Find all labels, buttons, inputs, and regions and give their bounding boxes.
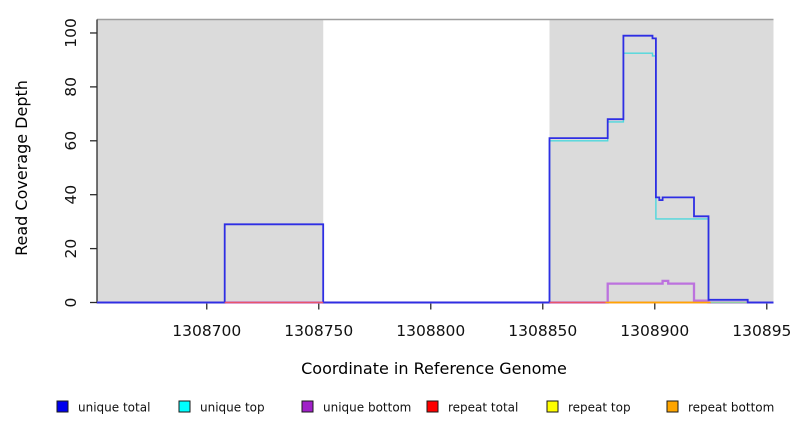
y-tick-label: 40 bbox=[62, 185, 80, 205]
y-tick-label: 60 bbox=[62, 131, 80, 151]
y-tick-label: 80 bbox=[62, 77, 80, 97]
legend: unique total unique top unique bottom repea… bbox=[56, 400, 774, 415]
plot-background-regions bbox=[97, 18, 774, 303]
series-unique-bottom bbox=[97, 279, 774, 304]
legend-label: repeat top bbox=[568, 401, 631, 415]
legend-label: repeat bottom bbox=[688, 401, 774, 415]
x-tick-label: 1308700 bbox=[172, 322, 241, 340]
y-tick-label: 0 bbox=[62, 298, 80, 308]
masked-region-right bbox=[549, 19, 774, 303]
legend-item-unique-top: unique top bbox=[178, 400, 265, 415]
legend-swatch-repeat-top bbox=[546, 400, 559, 413]
y-tick-label: 20 bbox=[62, 239, 80, 259]
x-tick-label: 1308850 bbox=[508, 322, 577, 340]
y-tick-label: 100 bbox=[62, 18, 80, 48]
x-tick-label: 1308950 bbox=[732, 322, 792, 340]
x-tick-label: 1308900 bbox=[620, 322, 689, 340]
masked-region-left bbox=[97, 19, 324, 303]
series-unique-total bbox=[97, 34, 774, 304]
legend-item-unique-bottom: unique bottom bbox=[301, 400, 411, 415]
x-tick-label: 1308750 bbox=[284, 322, 353, 340]
legend-swatch-repeat-bottom bbox=[666, 400, 679, 413]
legend-swatch-repeat-total bbox=[426, 400, 439, 413]
legend-swatch-unique-bottom bbox=[301, 400, 314, 413]
y-axis-title: Read Coverage Depth bbox=[12, 80, 31, 256]
legend-label: unique bottom bbox=[323, 401, 411, 415]
x-tick-label: 1308800 bbox=[396, 322, 465, 340]
legend-item-unique-total: unique total bbox=[56, 400, 150, 415]
legend-label: unique total bbox=[78, 401, 150, 415]
legend-item-repeat-top: repeat top bbox=[546, 400, 631, 415]
legend-label: repeat total bbox=[448, 401, 518, 415]
legend-swatch-unique-total bbox=[56, 400, 69, 413]
legend-swatch-unique-top bbox=[178, 400, 191, 413]
x-axis-title: Coordinate in Reference Genome bbox=[301, 359, 567, 378]
legend-item-repeat-bottom: repeat bottom bbox=[666, 400, 774, 415]
legend-item-repeat-total: repeat total bbox=[426, 400, 518, 415]
legend-label: unique top bbox=[200, 401, 265, 415]
plot-axes: 0 20 40 60 80 100 1308700 1308750 1308800 1308850… bbox=[62, 18, 792, 340]
